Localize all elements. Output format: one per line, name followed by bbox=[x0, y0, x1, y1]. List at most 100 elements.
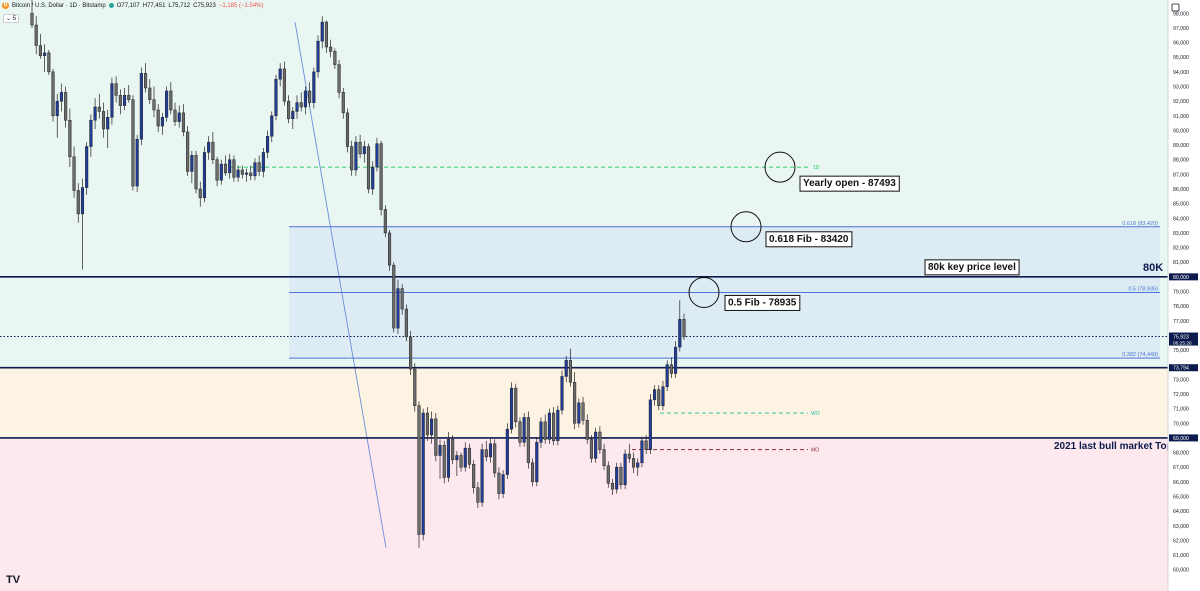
candle-body bbox=[207, 141, 211, 153]
annotation-fib-05: 0.5 Fib - 78935 bbox=[728, 297, 797, 308]
candle-body bbox=[80, 187, 85, 215]
candle-body bbox=[366, 146, 371, 190]
annotation-fib-618-box bbox=[765, 231, 853, 248]
candle-body bbox=[101, 111, 106, 130]
candle-body bbox=[198, 188, 202, 199]
candle-body bbox=[371, 166, 375, 190]
price-tick-label: 78,000 bbox=[1173, 304, 1189, 310]
price-tick-label: 83,000 bbox=[1173, 231, 1189, 237]
candle-body bbox=[577, 402, 581, 424]
price-tick-label: 64,000 bbox=[1173, 509, 1189, 515]
candle-body bbox=[480, 449, 484, 503]
price-tick-label: 67,000 bbox=[1173, 465, 1189, 471]
candle-body bbox=[602, 449, 606, 466]
price-tick-label: 98,000 bbox=[1173, 11, 1189, 17]
candle-body bbox=[514, 387, 518, 423]
candle-body bbox=[194, 155, 198, 190]
candle-body bbox=[148, 87, 152, 100]
candle-body bbox=[261, 152, 265, 172]
symbol-legend[interactable]: ₿ Bitcoin / U.S. Dollar · 1D · Bitstamp … bbox=[2, 2, 264, 9]
candle-body bbox=[240, 169, 244, 175]
candle-body bbox=[615, 466, 619, 490]
axis-settings-icon[interactable] bbox=[1171, 3, 1180, 12]
ohlc-high: H77,451 bbox=[142, 2, 166, 9]
candle-body bbox=[543, 421, 547, 440]
candle-body bbox=[68, 119, 72, 158]
price-tick-label: 82,000 bbox=[1173, 246, 1189, 252]
candle-body bbox=[678, 319, 682, 348]
candle-body bbox=[518, 421, 522, 443]
candle-body bbox=[375, 143, 379, 168]
candle-body bbox=[59, 92, 63, 102]
candle-body bbox=[434, 418, 438, 456]
price-tick-label: 79,000 bbox=[1173, 290, 1189, 296]
annotation-yearly-open: Yearly open - 87493 bbox=[803, 178, 896, 189]
candle-body bbox=[455, 455, 459, 461]
price-axis[interactable] bbox=[1168, 0, 1200, 591]
candle-body bbox=[131, 99, 135, 187]
level-badge-1: 73,794 bbox=[1173, 366, 1189, 372]
candle-body bbox=[556, 409, 560, 442]
candle-body bbox=[522, 417, 526, 443]
candle-body bbox=[665, 364, 669, 387]
candle-body bbox=[400, 288, 404, 310]
candle-body bbox=[392, 264, 396, 329]
candle-body bbox=[564, 360, 568, 377]
candle-body bbox=[358, 141, 362, 155]
level-badge-2: 69,000 bbox=[1173, 436, 1189, 442]
price-tick-label: 94,000 bbox=[1173, 70, 1189, 76]
candle-body bbox=[43, 52, 47, 57]
candle-body bbox=[110, 83, 114, 118]
candle-body bbox=[661, 386, 665, 406]
candle-body bbox=[72, 156, 76, 191]
candle-body bbox=[236, 169, 240, 178]
candle-body bbox=[219, 163, 223, 181]
candle-body bbox=[484, 449, 488, 458]
highlight-circle-2 bbox=[688, 276, 720, 308]
candle-body bbox=[156, 109, 160, 127]
symbol-title[interactable]: Bitcoin / U.S. Dollar · 1D · Bitstamp bbox=[12, 2, 106, 9]
candle-body bbox=[144, 73, 148, 89]
candle-body bbox=[488, 443, 493, 458]
candle-body bbox=[274, 78, 278, 117]
ohlc-low: L75,712 bbox=[168, 2, 191, 9]
candle-body bbox=[295, 102, 299, 112]
candle-body bbox=[320, 21, 324, 42]
candle-body bbox=[627, 453, 631, 459]
candle-body bbox=[409, 336, 413, 370]
current-price-badge-bg bbox=[1169, 332, 1198, 346]
candle-body bbox=[47, 52, 51, 73]
annotation-80k-level: 80k key price level bbox=[928, 262, 1016, 273]
price-tick-label: 89,000 bbox=[1173, 143, 1189, 149]
candle-body bbox=[631, 458, 636, 468]
zone-lower bbox=[0, 437, 1168, 591]
tradingview-logo: TV bbox=[6, 574, 21, 586]
candle-body bbox=[270, 115, 274, 137]
price-tick-label: 72,000 bbox=[1173, 392, 1189, 398]
candle-body bbox=[51, 71, 55, 117]
candle-body bbox=[312, 71, 316, 103]
candle-body bbox=[38, 45, 42, 57]
candle-body bbox=[526, 417, 530, 464]
candle-body bbox=[417, 405, 421, 535]
candle-body bbox=[459, 455, 463, 468]
current-price-badge: 75,923 bbox=[1173, 335, 1189, 341]
bar-countdown: 06:25:26 bbox=[1173, 341, 1192, 347]
candle-body bbox=[287, 100, 291, 119]
price-tick-label: 86,000 bbox=[1173, 187, 1189, 193]
price-tick-label: 68,000 bbox=[1173, 451, 1189, 457]
candle-body bbox=[387, 232, 392, 266]
market-status-icon bbox=[108, 3, 114, 8]
candle-body bbox=[211, 141, 215, 160]
fib-label-0.5: 0.5 (78,935) bbox=[1128, 286, 1158, 292]
candle-body bbox=[244, 172, 249, 175]
candle-body bbox=[560, 376, 564, 411]
indicators-toggle[interactable]: ⌄ 5 bbox=[3, 14, 20, 23]
annotation-80k-level-box bbox=[924, 259, 1020, 276]
candle-body bbox=[249, 172, 253, 177]
candle-body bbox=[451, 439, 455, 461]
candle-body bbox=[446, 439, 450, 478]
candle-body bbox=[653, 389, 657, 401]
candle-body bbox=[85, 146, 89, 188]
